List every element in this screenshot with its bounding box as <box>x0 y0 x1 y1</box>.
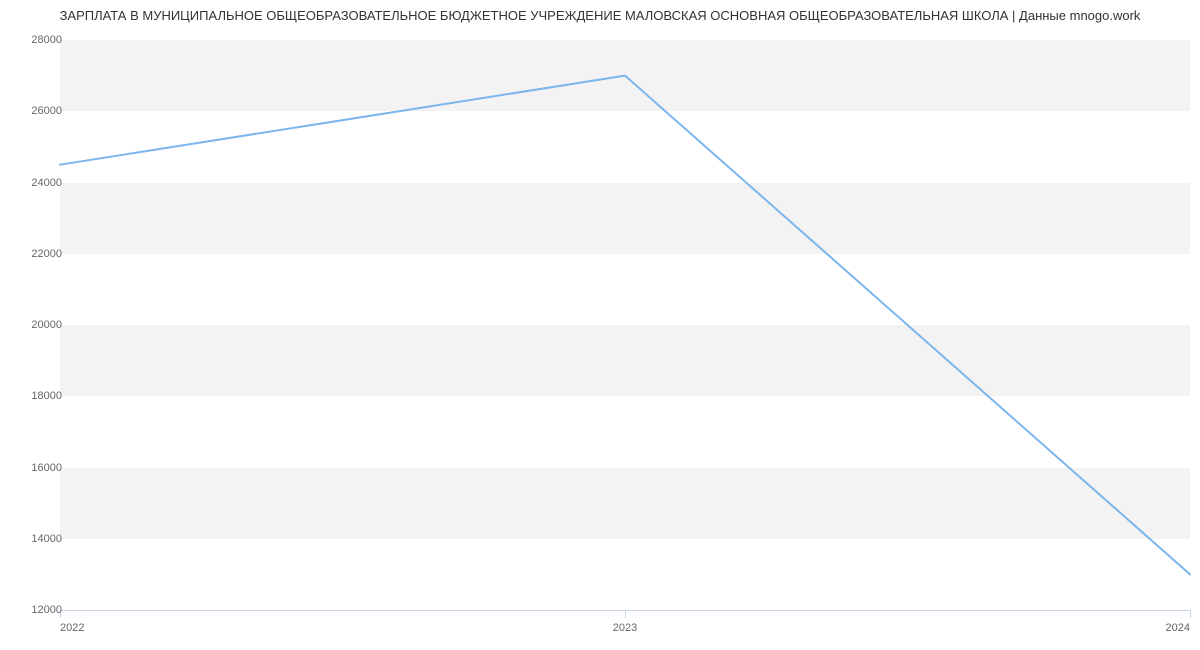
y-tick-label: 22000 <box>12 248 62 260</box>
y-tick-label: 14000 <box>12 533 62 545</box>
chart-title: ЗАРПЛАТА В МУНИЦИПАЛЬНОЕ ОБЩЕОБРАЗОВАТЕЛ… <box>0 0 1200 23</box>
y-tick-label: 28000 <box>12 34 62 46</box>
x-tick-label: 2022 <box>60 622 84 634</box>
x-tick-label: 2024 <box>1166 622 1190 634</box>
x-tick <box>625 610 626 618</box>
x-tick-label: 2023 <box>613 622 637 634</box>
plot-area <box>60 40 1190 610</box>
y-tick-label: 20000 <box>12 319 62 331</box>
y-tick-label: 24000 <box>12 177 62 189</box>
x-tick <box>1190 610 1191 618</box>
y-tick-label: 26000 <box>12 105 62 117</box>
y-tick-label: 16000 <box>12 462 62 474</box>
y-tick-label: 18000 <box>12 390 62 402</box>
line-series <box>60 40 1190 610</box>
y-tick-label: 12000 <box>12 604 62 616</box>
